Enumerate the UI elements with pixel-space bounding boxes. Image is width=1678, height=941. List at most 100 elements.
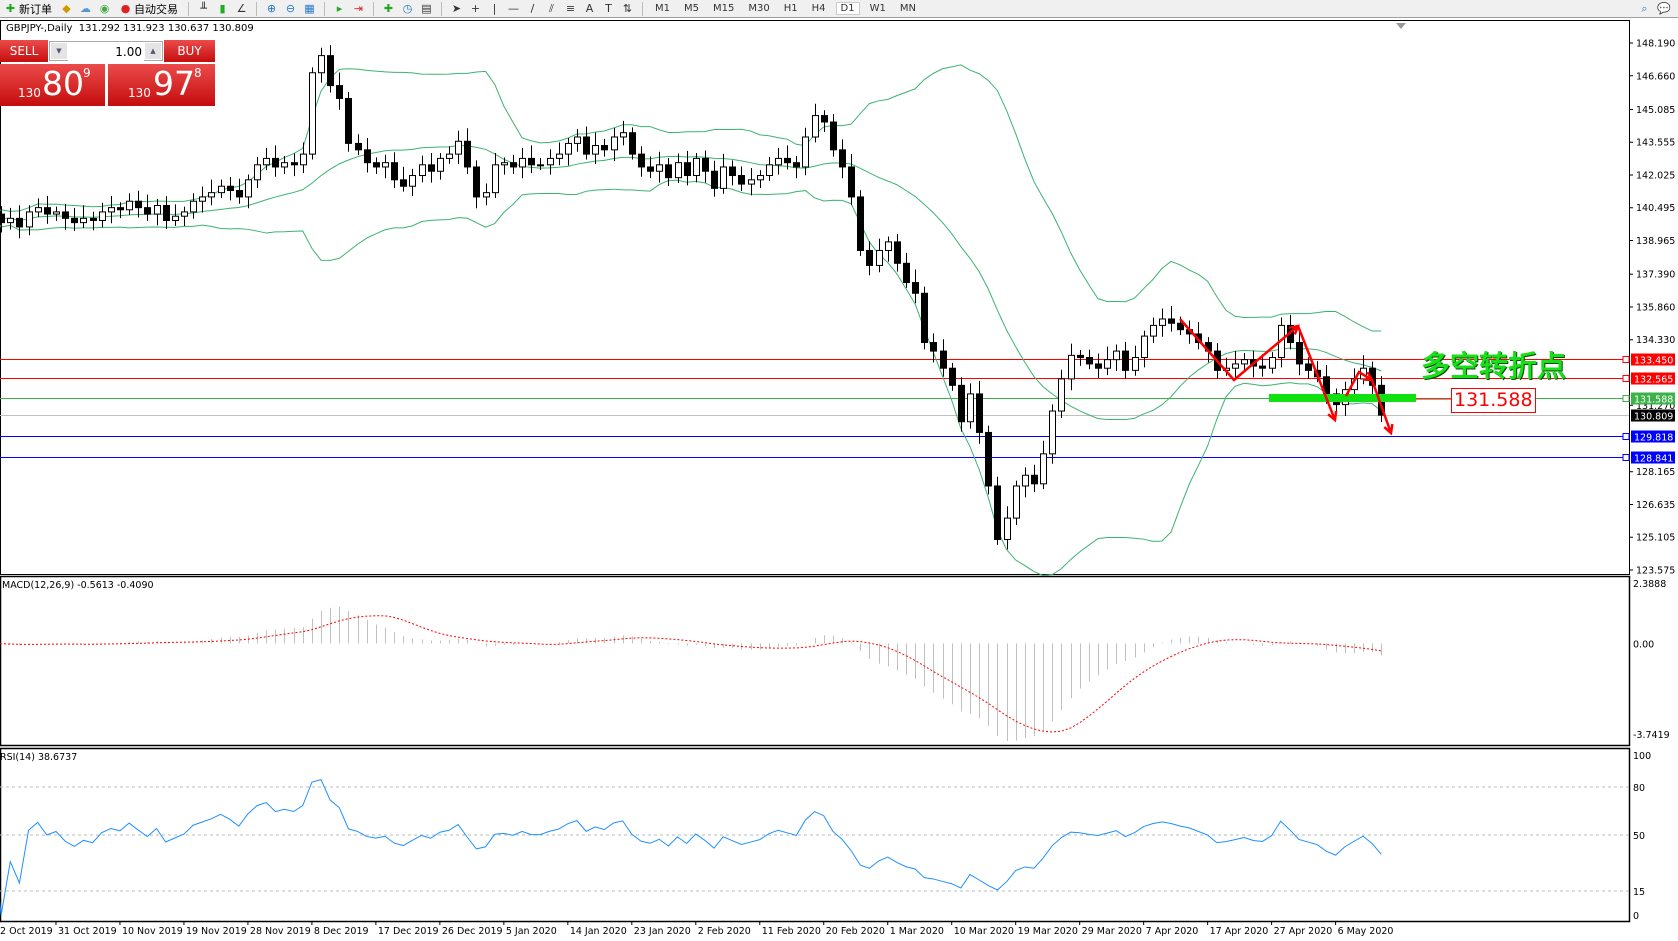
cursor-icon[interactable]: ➤ xyxy=(451,2,462,15)
new-order-button[interactable]: ✚ 新订单 xyxy=(5,2,52,16)
time-axis-label: 7 Apr 2020 xyxy=(1146,926,1199,937)
line-chart-icon[interactable]: ∠ xyxy=(236,2,247,15)
macd-pane xyxy=(0,575,1631,747)
candle xyxy=(300,142,307,174)
timeframe-d1[interactable]: D1 xyxy=(835,2,860,15)
lot-decrease-button[interactable]: ▼ xyxy=(51,43,67,59)
candle-body-bull xyxy=(967,393,974,423)
candlestick-icon[interactable]: ▮ xyxy=(219,2,226,15)
arrows-icon[interactable]: ⇅ xyxy=(622,2,633,15)
candle-body-bull xyxy=(126,200,133,211)
annotation-level-label: 131.588 xyxy=(1451,388,1536,413)
sell-button[interactable]: SELL xyxy=(0,40,48,62)
sell-price[interactable]: 130 80 9 xyxy=(0,64,105,106)
templates-icon[interactable]: ▤ xyxy=(421,2,432,15)
candle xyxy=(190,193,197,219)
candle xyxy=(885,236,892,262)
candle-body-bear xyxy=(821,115,828,123)
buy-price[interactable]: 130 97 8 xyxy=(108,64,215,106)
time-axis-label: 19 Mar 2020 xyxy=(1018,926,1078,937)
price-axis-label: 134.330 xyxy=(1636,335,1675,346)
cloud-icon[interactable]: ☁ xyxy=(80,2,91,15)
chat-icon[interactable]: 💬 xyxy=(1657,2,1671,15)
candle-body-bear xyxy=(784,157,791,164)
zoom-in-icon[interactable]: ⊕ xyxy=(266,2,277,15)
candle-body-bull xyxy=(1013,485,1020,519)
gold-icon[interactable]: ◆ xyxy=(62,2,71,15)
timeframe-m15[interactable]: M15 xyxy=(713,3,735,14)
chart-shift-icon[interactable]: ⇥ xyxy=(353,2,364,15)
candle xyxy=(1095,353,1102,379)
timeframe-m1[interactable]: M1 xyxy=(655,3,670,14)
candle-body-bull xyxy=(885,241,892,251)
candle-body-bear xyxy=(930,342,937,352)
candle-body-bear xyxy=(0,213,5,224)
candle xyxy=(254,156,261,189)
lot-size-input[interactable] xyxy=(68,43,144,61)
candle xyxy=(720,153,727,194)
tile-windows-icon[interactable]: ▦ xyxy=(304,2,315,15)
signal-icon[interactable]: ◉ xyxy=(99,2,110,15)
candle-body-bear xyxy=(227,185,234,192)
candle-body-bull xyxy=(675,162,682,179)
search-icon[interactable]: ⌕ xyxy=(1641,2,1648,15)
timeframe-m30[interactable]: M30 xyxy=(748,3,770,14)
time-axis-label: 31 Oct 2019 xyxy=(58,926,117,937)
candle-body-bear xyxy=(738,175,745,185)
rsi-pane xyxy=(0,747,1631,923)
timeframe-w1[interactable]: W1 xyxy=(869,3,886,14)
zoom-out-icon[interactable]: ⊖ xyxy=(285,2,296,15)
candle-body-bull xyxy=(300,153,307,166)
text-label-icon[interactable]: T xyxy=(605,2,612,15)
auto-trading-button[interactable]: ● 自动交易 xyxy=(120,2,178,16)
turning-point-bar xyxy=(1269,394,1416,402)
candle xyxy=(510,154,517,174)
lot-size-stepper: ▼ ▲ xyxy=(49,41,163,61)
rsi-title: RSI(14) 38.6737 xyxy=(0,752,77,763)
candle xyxy=(1296,329,1303,376)
vertical-line-icon[interactable]: | xyxy=(492,2,497,15)
time-axis-label: 20 Feb 2020 xyxy=(826,926,885,937)
candle xyxy=(1049,404,1056,464)
candle-body-bull xyxy=(775,157,782,166)
candle xyxy=(1122,341,1129,379)
candle xyxy=(1013,480,1020,525)
candle-body-bull xyxy=(1113,350,1120,361)
timeframe-h4[interactable]: H4 xyxy=(811,3,826,14)
channel-icon[interactable]: ⫽ xyxy=(549,2,554,15)
bar-chart-icon[interactable]: ╨ xyxy=(200,2,207,15)
separator xyxy=(256,1,257,16)
periods-icon[interactable]: ◷ xyxy=(402,2,413,15)
candle-body-bull xyxy=(656,164,663,172)
lot-increase-button[interactable]: ▲ xyxy=(145,43,161,59)
candle-body-bull xyxy=(748,179,755,185)
crosshair-icon[interactable]: + xyxy=(470,2,481,15)
trendline-icon[interactable]: / xyxy=(530,2,535,15)
candle xyxy=(1004,506,1011,550)
level-price-badge xyxy=(1631,372,1675,385)
candle-body-bear xyxy=(985,431,992,487)
candle xyxy=(446,146,453,164)
autoscroll-icon[interactable]: ▸ xyxy=(336,2,343,15)
timeframe-h1[interactable]: H1 xyxy=(783,3,798,14)
horizontal-line-icon[interactable]: — xyxy=(508,2,519,15)
fibonacci-icon[interactable]: ≡ xyxy=(565,2,576,15)
candle xyxy=(994,476,1001,545)
candle xyxy=(473,160,480,209)
candle xyxy=(611,127,618,162)
candle xyxy=(574,129,581,152)
candle-body-bull xyxy=(437,157,444,172)
candle-body-bull xyxy=(199,196,206,202)
text-icon[interactable]: A xyxy=(585,2,594,15)
timeframe-m5[interactable]: M5 xyxy=(684,3,699,14)
buy-button[interactable]: BUY xyxy=(164,40,215,62)
candle-body-bear xyxy=(665,164,672,179)
indicators-icon[interactable]: ✚ xyxy=(383,2,394,15)
price-axis-label: 123.575 xyxy=(1636,566,1675,577)
timeframe-mn[interactable]: MN xyxy=(899,3,916,14)
candle xyxy=(1168,305,1175,332)
candle-body-bull xyxy=(757,175,764,181)
level-price-badge xyxy=(1631,451,1675,464)
candle-body-bear xyxy=(528,157,535,166)
